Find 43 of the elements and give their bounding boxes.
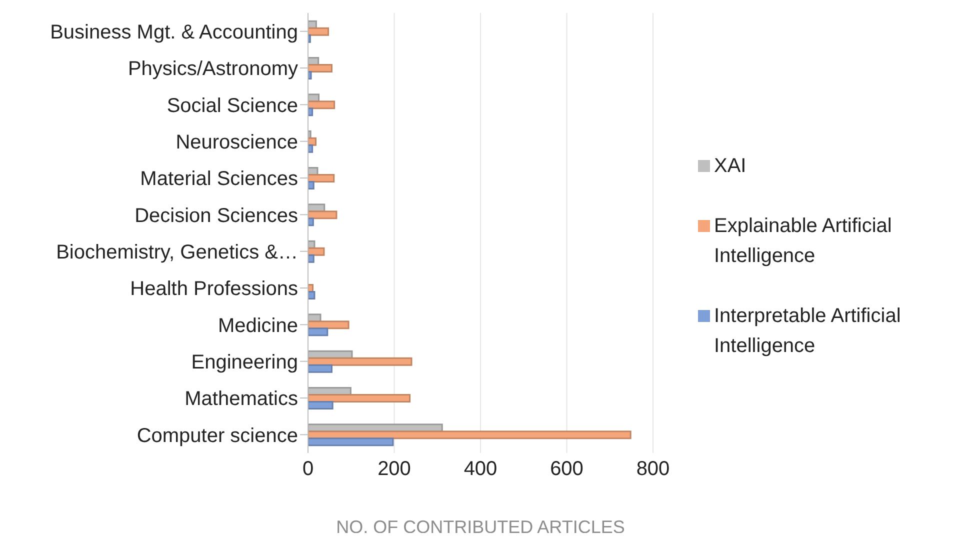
y-tick-label: Physics/Astronomy	[128, 58, 298, 80]
legend-label: Interpretable Artificial Intelligence	[714, 304, 902, 358]
y-tick-label: Biochemistry, Genetics &…	[56, 241, 298, 264]
y-tick-label: Mathematics	[184, 388, 298, 410]
y-tick-label: Neuroscience	[176, 131, 298, 154]
x-axis-title: NO. OF CONTRIBUTED ARTICLES	[336, 517, 625, 537]
x-tick-label: 600	[550, 458, 584, 480]
bar	[308, 34, 311, 43]
bar	[308, 290, 316, 300]
bar	[308, 70, 312, 80]
x-tick-label: 200	[378, 458, 411, 480]
bar	[308, 180, 314, 190]
legend-label: XAI	[714, 154, 748, 178]
bar	[308, 438, 394, 446]
x-tick-label: 0	[302, 458, 314, 480]
bar	[308, 320, 350, 330]
y-tick-label: Material Sciences	[140, 168, 298, 190]
bar	[308, 328, 328, 336]
bar	[308, 100, 336, 110]
y-tick-label: Engineering	[191, 351, 298, 374]
bar	[308, 108, 314, 116]
bar	[308, 210, 338, 220]
bar	[308, 364, 332, 373]
bar	[308, 64, 332, 72]
y-tick-label: Business Mgt. & Accounting	[50, 21, 298, 44]
bar	[308, 247, 325, 256]
bar	[308, 27, 330, 36]
bar	[308, 218, 314, 226]
x-tick-label: 800	[636, 458, 670, 480]
x-tick-label: 400	[464, 458, 498, 480]
bar	[308, 357, 412, 366]
y-tick-label: Computer science	[136, 424, 298, 447]
legend-label: Explainable Artificial Intelligence	[714, 214, 893, 268]
bar	[308, 254, 314, 263]
bar	[308, 394, 411, 402]
bar	[308, 400, 334, 410]
y-tick-label: Medicine	[218, 314, 298, 337]
y-tick-label: Social Science	[166, 94, 298, 117]
y-tick-label: Decision Sciences	[134, 204, 298, 227]
bar	[308, 144, 314, 153]
y-tick-label: Health Professions	[130, 278, 298, 300]
bar	[308, 174, 335, 182]
bar	[308, 430, 632, 440]
